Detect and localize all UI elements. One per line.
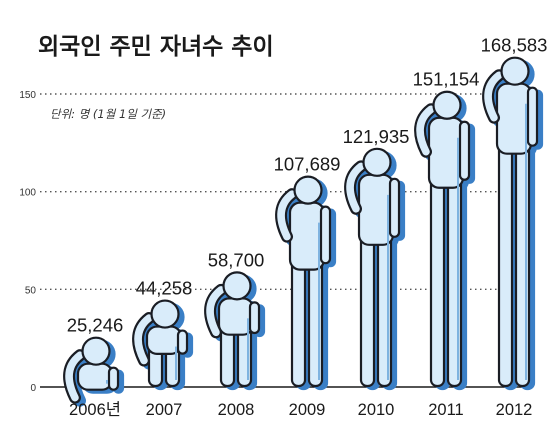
- value-label: 25,246: [67, 315, 124, 336]
- x-tick-label: 2010: [358, 401, 395, 419]
- value-label: 58,700: [208, 249, 265, 270]
- bar-figure: [63, 336, 125, 407]
- x-tick-label: 2011: [428, 401, 463, 419]
- x-tick-label: 2006년: [69, 400, 121, 419]
- bar-figure: [482, 56, 544, 391]
- y-tick-label: 0: [30, 383, 36, 394]
- bar-figure: [132, 299, 194, 391]
- value-label: 151,154: [413, 69, 480, 90]
- gridlines: [40, 93, 530, 291]
- bar-figure: [414, 90, 476, 391]
- chart-title: 외국인 주민 자녀수 추이: [38, 34, 274, 60]
- bar-figure: [275, 175, 337, 391]
- x-tick-label: 2009: [289, 401, 326, 419]
- value-label: 168,583: [481, 35, 548, 56]
- x-tick-label: 2007: [146, 401, 183, 419]
- x-tick-label: 2008: [218, 401, 255, 419]
- value-label: 121,935: [343, 126, 410, 147]
- bar-figures: [63, 56, 544, 407]
- y-tick-label: 100: [19, 188, 36, 199]
- x-tick-label: 2012: [496, 401, 533, 419]
- value-label: 107,689: [274, 154, 341, 175]
- y-tick-label: 150: [19, 90, 36, 101]
- bar-figure: [344, 147, 406, 391]
- unit-note: 단위: 명 (1월 1일 기준): [50, 107, 166, 121]
- y-axis-ticks: 0 50 100 150: [19, 90, 36, 394]
- x-axis-ticks: 2006년 2007 2008 2009 2010 2011 2012: [69, 400, 532, 419]
- y-tick-label: 50: [25, 285, 37, 296]
- value-label: 44,258: [136, 278, 193, 299]
- bar-figure: [204, 271, 266, 391]
